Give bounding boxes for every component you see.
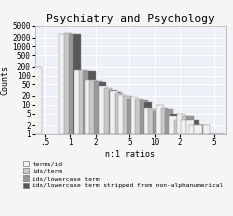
Bar — [186, 120, 194, 134]
Bar — [69, 33, 76, 134]
Bar — [124, 97, 132, 134]
Bar — [195, 125, 203, 134]
Bar — [178, 120, 186, 134]
Bar — [199, 125, 207, 134]
Y-axis label: Counts: Counts — [0, 65, 10, 95]
Bar — [115, 93, 123, 134]
Bar — [132, 100, 140, 134]
Bar — [59, 34, 67, 134]
Bar — [153, 111, 161, 134]
Bar — [113, 92, 121, 134]
Bar — [73, 34, 81, 134]
Bar — [174, 120, 182, 134]
Bar — [110, 91, 118, 134]
Bar — [195, 125, 203, 134]
Bar — [194, 125, 202, 134]
Bar — [144, 108, 151, 134]
Bar — [189, 125, 197, 134]
Bar — [99, 86, 107, 134]
Bar — [123, 96, 131, 134]
Bar — [194, 125, 202, 134]
Bar — [88, 71, 96, 134]
Title: Psychiatry and Psychology: Psychiatry and Psychology — [46, 14, 215, 24]
Bar — [127, 99, 135, 134]
Bar — [169, 116, 177, 134]
Bar — [135, 99, 143, 134]
Bar — [186, 120, 194, 134]
Bar — [83, 71, 91, 134]
Bar — [64, 33, 72, 134]
Legend: terms/id, ids/term, ids/lowercase term, ids/lowercase term stripped from non-alp: terms/id, ids/term, ids/lowercase term, … — [23, 161, 223, 189]
Bar — [109, 90, 117, 134]
Bar — [158, 114, 165, 134]
Bar — [34, 67, 42, 134]
X-axis label: n:1 ratios: n:1 ratios — [106, 150, 155, 159]
Bar — [191, 125, 199, 134]
Bar — [156, 105, 164, 134]
Bar — [202, 125, 210, 134]
Bar — [148, 109, 156, 134]
Bar — [177, 114, 185, 134]
Bar — [144, 102, 152, 134]
Bar — [191, 120, 199, 134]
Bar — [161, 108, 168, 134]
Bar — [94, 81, 102, 134]
Bar — [89, 80, 97, 134]
Bar — [74, 70, 82, 134]
Bar — [119, 96, 127, 134]
Bar — [130, 97, 138, 134]
Bar — [186, 116, 194, 134]
Bar — [181, 120, 189, 134]
Bar — [140, 100, 148, 134]
Bar — [182, 116, 190, 134]
Bar — [170, 114, 178, 134]
Bar — [191, 125, 199, 134]
Bar — [85, 80, 93, 134]
Bar — [99, 82, 106, 134]
Bar — [118, 95, 126, 134]
Bar — [183, 125, 191, 134]
Bar — [165, 109, 173, 134]
Bar — [104, 88, 112, 134]
Bar — [79, 70, 87, 134]
